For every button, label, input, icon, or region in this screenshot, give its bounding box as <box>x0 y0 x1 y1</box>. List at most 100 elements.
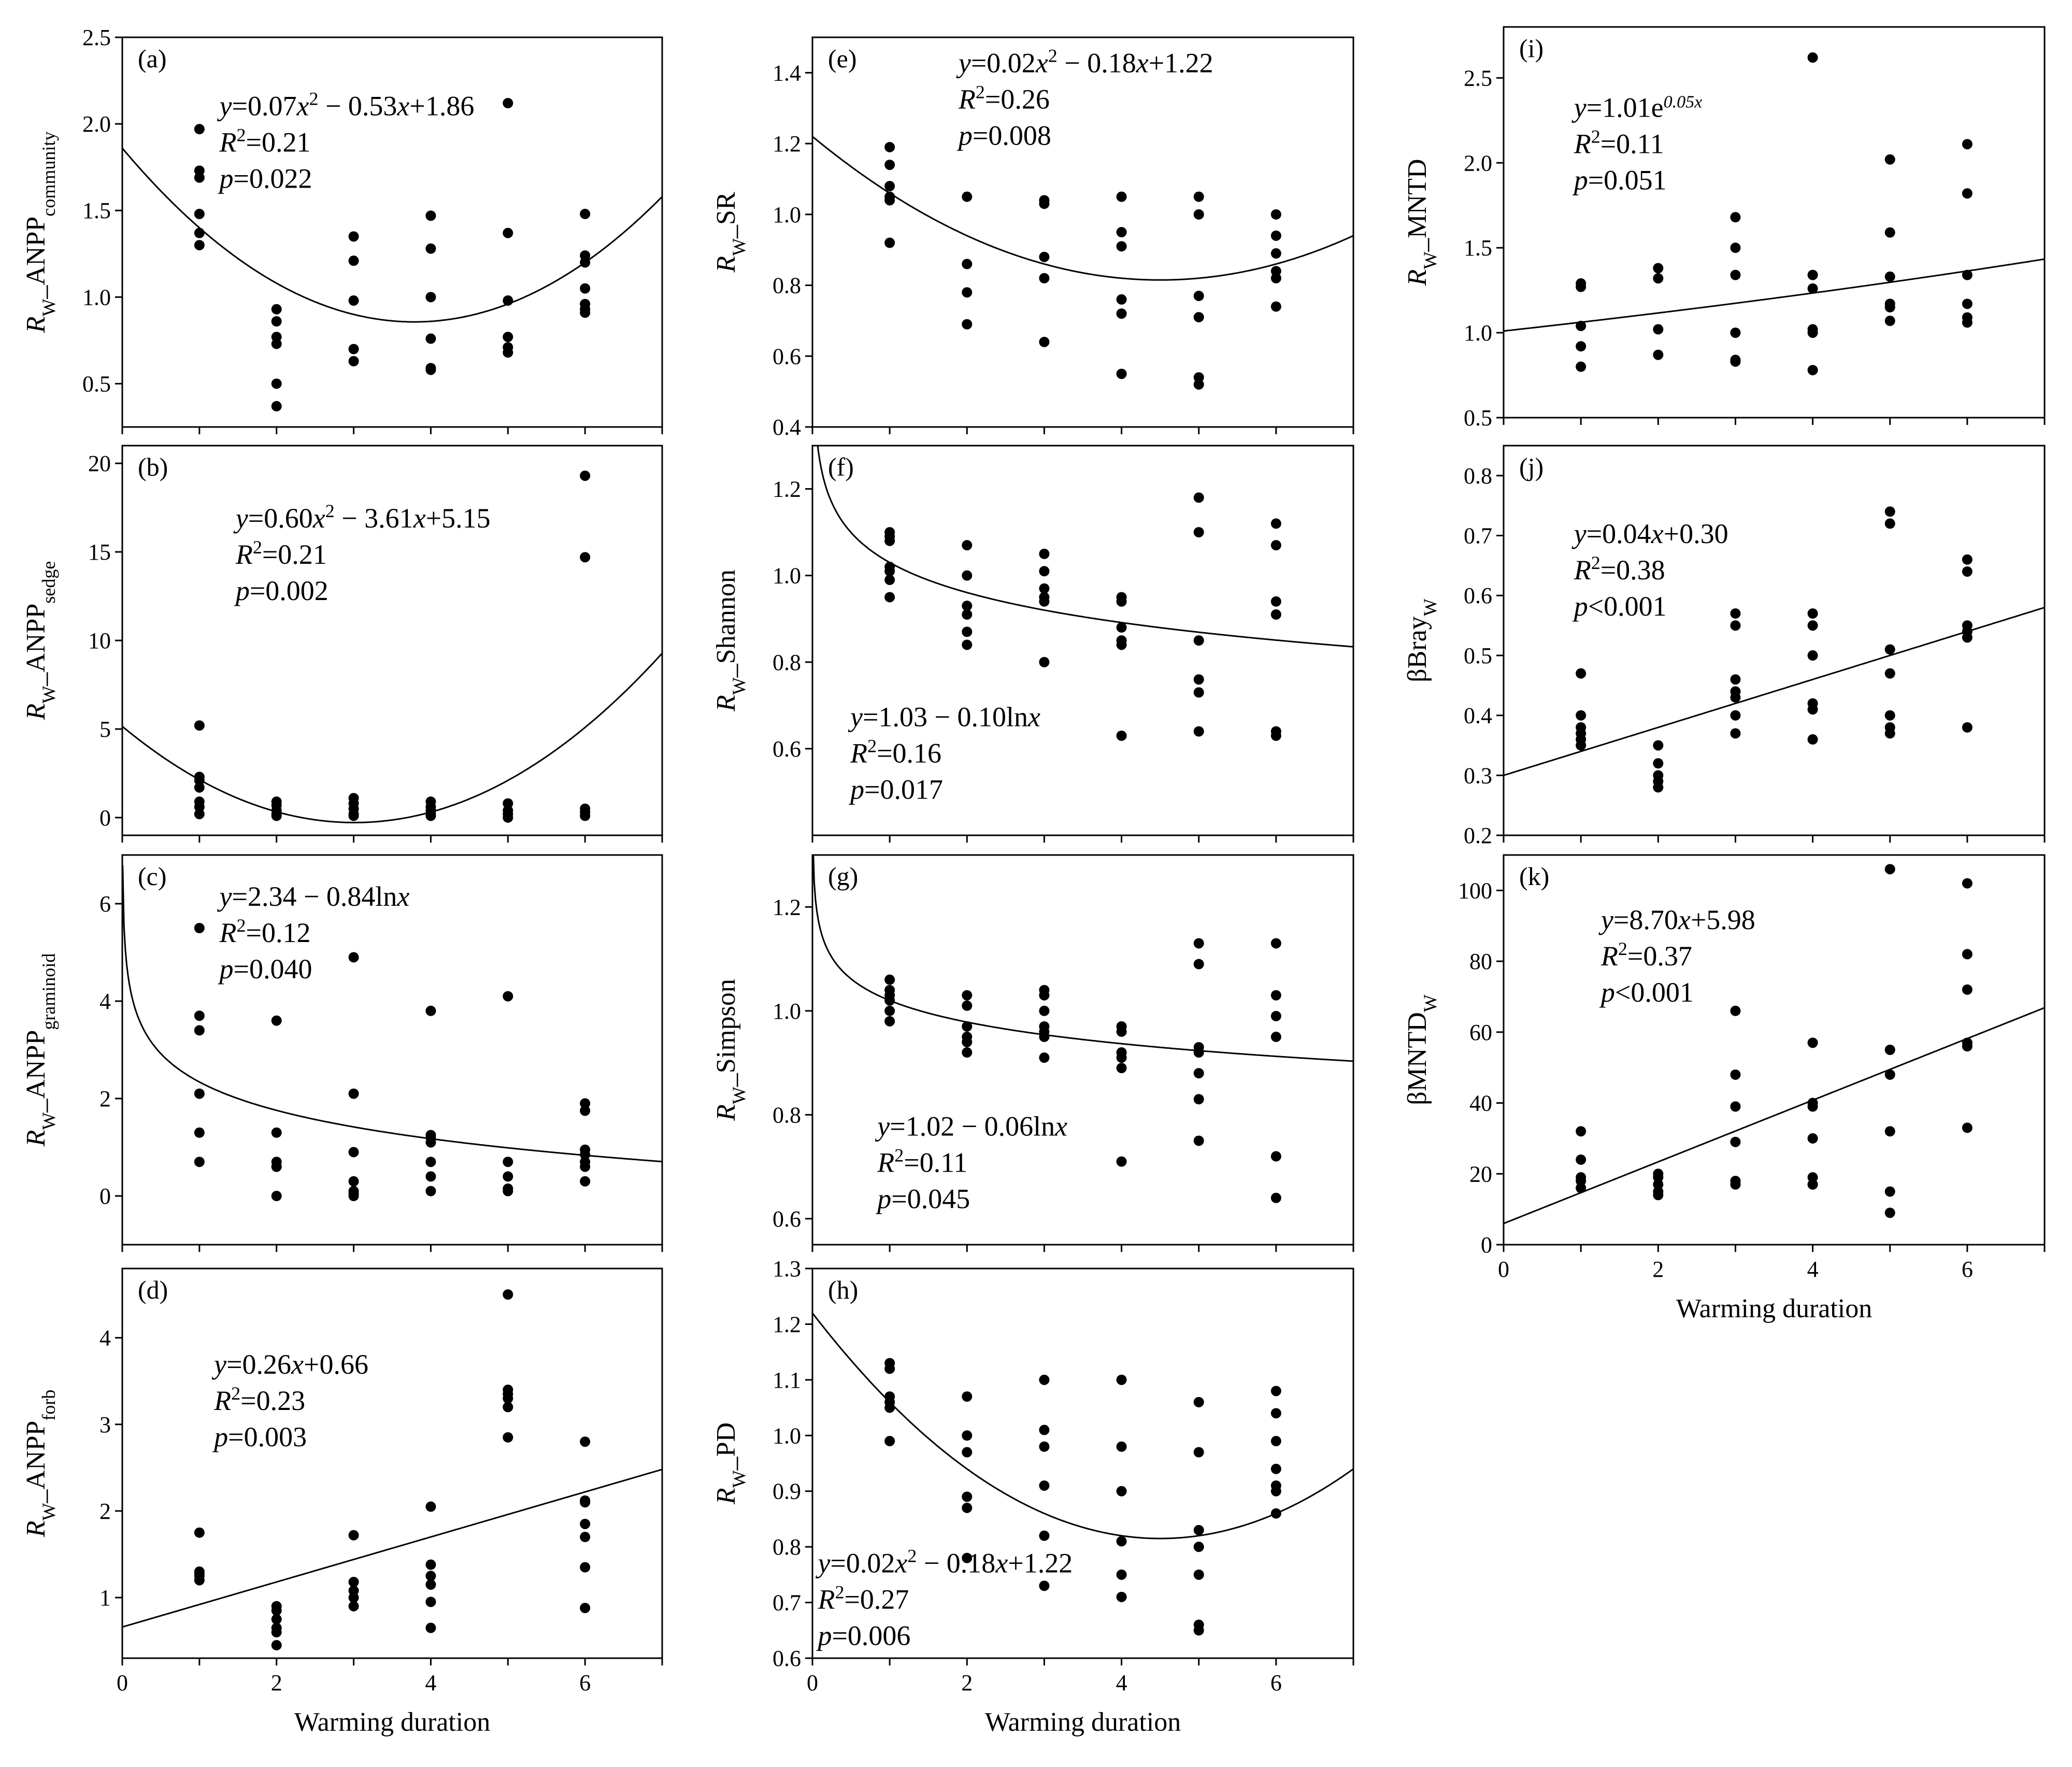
y-tick-label-b-3: 15 <box>88 539 111 565</box>
data-point-f-21 <box>1116 622 1127 633</box>
y-axis-title-i: RW_MNTD <box>1403 159 1440 287</box>
annotation-line-k-0: y=8.70x+5.98 <box>1598 904 1755 935</box>
annotation-line-d-2: p=0.003 <box>212 1421 307 1452</box>
data-point-i-8 <box>1653 349 1664 360</box>
data-point-c-3 <box>194 1088 205 1099</box>
data-point-h-20 <box>1116 1486 1127 1497</box>
y-tick-label-i-3: 2.0 <box>1464 150 1492 176</box>
data-point-c-10 <box>271 1161 282 1172</box>
data-point-g-20 <box>1116 1026 1127 1037</box>
y-tick-label-g-0: 0.6 <box>773 1206 801 1232</box>
data-point-g-7 <box>962 1000 973 1011</box>
data-point-j-16 <box>1730 710 1741 721</box>
data-point-d-7 <box>271 1614 282 1624</box>
data-point-f-8 <box>962 570 973 581</box>
x-tick-label-k-1: 2 <box>1652 1257 1664 1282</box>
data-point-d-14 <box>348 1592 359 1603</box>
data-point-i-6 <box>1653 273 1664 284</box>
data-point-h-24 <box>1193 1396 1204 1407</box>
plot-frame-e <box>811 36 1354 428</box>
x-tick-label-d-0: 0 <box>117 1670 128 1695</box>
data-point-j-18 <box>1807 608 1818 619</box>
data-point-i-32 <box>1962 317 1973 328</box>
fit-curve-g <box>812 855 1353 1062</box>
data-point-d-4 <box>194 1575 205 1586</box>
data-point-c-7 <box>271 1127 282 1138</box>
data-point-f-18 <box>1039 657 1050 667</box>
y-tick-label-e-5: 1.4 <box>773 60 801 86</box>
annotation-line-f-0: y=1.03 − 0.10lnx <box>848 701 1040 732</box>
data-point-d-20 <box>425 1597 436 1607</box>
data-point-k-34 <box>1962 1122 1973 1133</box>
y-tick-label-a-4: 2.5 <box>82 25 111 50</box>
y-tick-label-c-3: 6 <box>99 891 111 917</box>
data-point-k-1 <box>1576 1154 1587 1165</box>
data-point-i-5 <box>1653 263 1664 274</box>
data-point-j-24 <box>1884 506 1895 517</box>
panel-h: 0.6 0.7 0.8 0.9 1.0 1.1 1.2 1.3 0 2 4 6 Warming dura… <box>711 1256 1354 1737</box>
data-point-k-20 <box>1807 1172 1818 1183</box>
y-tick-label-b-4: 20 <box>88 451 111 476</box>
annotation-line-e-0: y=0.02x2 − 0.18x+1.22 <box>956 46 1213 79</box>
y-tick-label-f-0: 0.6 <box>773 736 801 762</box>
data-point-h-1 <box>884 1363 895 1374</box>
data-point-a-11 <box>271 401 282 411</box>
y-tick-label-f-1: 0.8 <box>773 650 801 675</box>
data-point-h-10 <box>962 1502 973 1513</box>
y-tick-label-k-4: 80 <box>1469 949 1492 974</box>
data-point-b-5 <box>194 802 205 813</box>
data-point-f-7 <box>962 540 973 551</box>
data-point-c-19 <box>425 1005 436 1016</box>
data-point-g-32 <box>1270 938 1281 949</box>
data-point-i-20 <box>1807 365 1818 376</box>
data-point-d-26 <box>503 1402 513 1413</box>
data-point-f-24 <box>1116 730 1127 741</box>
annotation-line-g-2: p=0.045 <box>875 1183 970 1214</box>
x-tick-label-k-3: 6 <box>1962 1257 1973 1282</box>
data-point-k-0 <box>1576 1126 1587 1137</box>
data-point-f-11 <box>962 626 973 637</box>
data-point-d-28 <box>580 1436 591 1447</box>
data-point-e-29 <box>1270 248 1281 259</box>
data-point-j-15 <box>1730 692 1741 703</box>
data-point-f-17 <box>1039 596 1050 607</box>
data-point-c-22 <box>425 1137 436 1148</box>
data-point-e-19 <box>1116 308 1127 319</box>
data-point-h-17 <box>1039 1580 1050 1591</box>
data-point-d-12 <box>348 1576 359 1587</box>
y-tick-label-c-1: 2 <box>99 1086 111 1112</box>
y-tick-label-e-3: 1.0 <box>773 202 801 227</box>
data-point-h-11 <box>962 1552 973 1563</box>
data-point-e-13 <box>1039 273 1050 283</box>
data-point-c-37 <box>580 1176 591 1187</box>
data-point-h-4 <box>884 1402 895 1413</box>
y-tick-label-a-2: 1.5 <box>82 198 111 223</box>
y-tick-label-i-2: 1.5 <box>1464 235 1492 261</box>
data-point-f-29 <box>1193 687 1204 698</box>
y-tick-label-f-2: 1.0 <box>773 563 801 589</box>
y-tick-label-g-1: 0.8 <box>773 1102 801 1128</box>
data-point-e-1 <box>884 160 895 170</box>
plot-frame-k <box>1503 854 2046 1246</box>
data-point-j-19 <box>1807 620 1818 631</box>
plot-frame-d <box>121 1267 663 1659</box>
data-point-h-8 <box>962 1447 973 1458</box>
annotation-line-a-2: p=0.022 <box>218 163 312 194</box>
data-point-f-28 <box>1193 674 1204 685</box>
data-point-j-10 <box>1653 782 1664 793</box>
data-point-k-31 <box>1962 984 1973 995</box>
annotation-line-j-1: R2=0.38 <box>1574 552 1665 586</box>
annotation-line-f-1: R2=0.16 <box>850 735 941 768</box>
annotation-line-k-2: p<0.001 <box>1599 977 1694 1008</box>
data-point-k-9 <box>1653 1190 1664 1201</box>
data-point-a-18 <box>425 243 436 254</box>
data-point-c-11 <box>271 1191 282 1201</box>
data-point-i-28 <box>1962 188 1973 199</box>
data-point-e-17 <box>1116 241 1127 252</box>
data-point-k-25 <box>1884 1069 1895 1080</box>
data-point-e-2 <box>884 181 895 192</box>
fit-curve-b <box>122 652 662 823</box>
y-axis-title-g: RW_Simpson <box>711 979 749 1121</box>
data-point-g-34 <box>1270 1010 1281 1021</box>
data-point-e-28 <box>1270 230 1281 241</box>
